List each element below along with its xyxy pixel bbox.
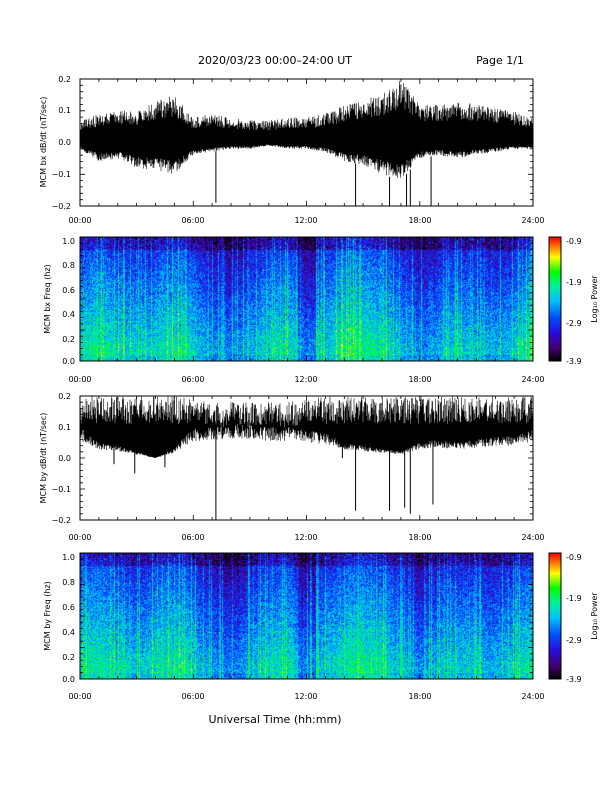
by-freq-ytick: 1.0 <box>62 553 75 562</box>
bx-colorbar-tick: -1.9 <box>566 278 582 287</box>
by-dbdt-minor-ticks <box>79 395 534 521</box>
bx-dbdt-tick-marks <box>79 78 534 207</box>
bx-dbdt-ytick: −0.2 <box>52 202 71 211</box>
by-freq-xtick: 24:00 <box>521 692 544 701</box>
bx-colorbar-label: Log₁₀ Power <box>590 275 599 323</box>
bx-dbdt-xtick: 18:00 <box>408 216 431 225</box>
by-spectrogram-minor-ticks <box>79 552 534 680</box>
panel-bx-spectrogram: 1.0 0.8 0.6 0.4 0.2 0.0 00:00 06:00 12:0… <box>43 236 599 384</box>
by-colorbar-label: Log₁₀ Power <box>590 592 599 640</box>
bx-freq-ytick: 0.0 <box>62 357 75 366</box>
bx-dbdt-trace <box>79 80 533 206</box>
by-colorbar-tick: -0.9 <box>566 553 582 562</box>
bx-freq-xtick: 18:00 <box>408 375 431 384</box>
panel-bx-dbdt: 0.2 0.1 0.0 −0.1 −0.2 00:00 06:00 12:00 … <box>39 75 545 225</box>
by-dbdt-xtick: 00:00 <box>68 533 91 542</box>
panel-by-dbdt: 0.2 0.1 0.0 −0.1 −0.2 00:00 06:00 12:00 … <box>39 392 545 542</box>
by-freq-xtick: 06:00 <box>181 692 204 701</box>
bx-freq-ytick: 0.8 <box>62 261 75 270</box>
bx-freq-xtick: 00:00 <box>68 375 91 384</box>
by-freq-xtick: 12:00 <box>294 692 317 701</box>
by-dbdt-xtick: 06:00 <box>181 533 204 542</box>
by-dbdt-tick-marks <box>79 395 534 521</box>
bx-dbdt-ylabel: MCM bx dB/dt (nT/sec) <box>39 97 48 188</box>
bx-freq-xtick: 12:00 <box>294 375 317 384</box>
by-colorbar-tick: -3.9 <box>566 675 582 684</box>
bx-colorbar-gradient <box>549 237 561 361</box>
bx-freq-ytick: 0.4 <box>62 310 75 319</box>
by-freq-ytick: 0.4 <box>62 628 75 637</box>
by-colorbar-frame <box>548 552 562 680</box>
bx-freq-ytick: 0.2 <box>62 335 75 344</box>
bx-freq-xtick: 24:00 <box>521 375 544 384</box>
by-freq-ytick: 0.0 <box>62 675 75 684</box>
bx-freq-xtick: 06:00 <box>181 375 204 384</box>
bx-colorbar-tick: -2.9 <box>566 319 582 328</box>
bx-colorbar-tick: -3.9 <box>566 357 582 366</box>
by-dbdt-ytick: −0.1 <box>52 485 71 494</box>
bx-spectrogram-tick-marks <box>79 236 534 362</box>
bx-dbdt-xtick: 00:00 <box>68 216 91 225</box>
by-dbdt-ytick: −0.2 <box>52 516 71 525</box>
universal-time-xlabel: Universal Time (hh:mm) <box>209 713 342 726</box>
bx-spectrogram-image <box>80 237 533 361</box>
page-number: Page 1/1 <box>476 54 524 67</box>
bx-freq-ylabel: MCM bx Freq (hz) <box>43 264 52 333</box>
bx-dbdt-envelope <box>79 80 533 178</box>
by-spectrogram-tick-marks <box>79 552 534 680</box>
by-dbdt-ytick: 0.0 <box>58 454 71 463</box>
bx-dbdt-ytick: 0.2 <box>58 75 71 84</box>
bx-dbdt-ytick: 0.0 <box>58 138 71 147</box>
by-freq-ytick: 0.8 <box>62 578 75 587</box>
bx-dbdt-xtick: 24:00 <box>521 216 544 225</box>
by-dbdt-xtick: 18:00 <box>408 533 431 542</box>
bx-colorbar-tick: -0.9 <box>566 237 582 246</box>
bx-colorbar-frame <box>548 236 562 362</box>
bx-spectrogram-minor-ticks <box>79 236 534 362</box>
by-freq-ylabel: MCM by Freq (hz) <box>43 581 52 650</box>
by-dbdt-ytick: 0.1 <box>58 423 71 432</box>
by-colorbar-tick: -2.9 <box>566 636 582 645</box>
by-colorbar-tick: -1.9 <box>566 594 582 603</box>
by-freq-ytick: 0.2 <box>62 653 75 662</box>
bx-dbdt-ytick: 0.1 <box>58 106 71 115</box>
figure-title: 2020/03/23 00:00–24:00 UT <box>198 54 352 67</box>
panel-by-spectrogram: 1.0 0.8 0.6 0.4 0.2 0.0 00:00 06:00 12:0… <box>43 552 599 701</box>
by-dbdt-trace <box>79 396 533 520</box>
bx-dbdt-ytick: −0.1 <box>52 170 71 179</box>
bx-freq-ytick: 0.6 <box>62 286 75 295</box>
by-dbdt-ytick: 0.2 <box>58 392 71 401</box>
by-dbdt-ylabel: MCM by dB/dt (nT/sec) <box>39 413 48 504</box>
bx-dbdt-xtick: 12:00 <box>294 216 317 225</box>
bx-freq-ytick: 1.0 <box>62 237 75 246</box>
by-spectrogram-image <box>80 553 533 679</box>
by-colorbar-gradient <box>549 553 561 679</box>
bx-dbdt-minor-ticks <box>79 78 534 207</box>
by-dbdt-xtick: 12:00 <box>294 533 317 542</box>
by-freq-ytick: 0.6 <box>62 603 75 612</box>
by-freq-xtick: 18:00 <box>408 692 431 701</box>
by-dbdt-xtick: 24:00 <box>521 533 544 542</box>
bx-dbdt-xtick: 06:00 <box>181 216 204 225</box>
by-freq-xtick: 00:00 <box>68 692 91 701</box>
by-dbdt-envelope <box>79 396 533 458</box>
